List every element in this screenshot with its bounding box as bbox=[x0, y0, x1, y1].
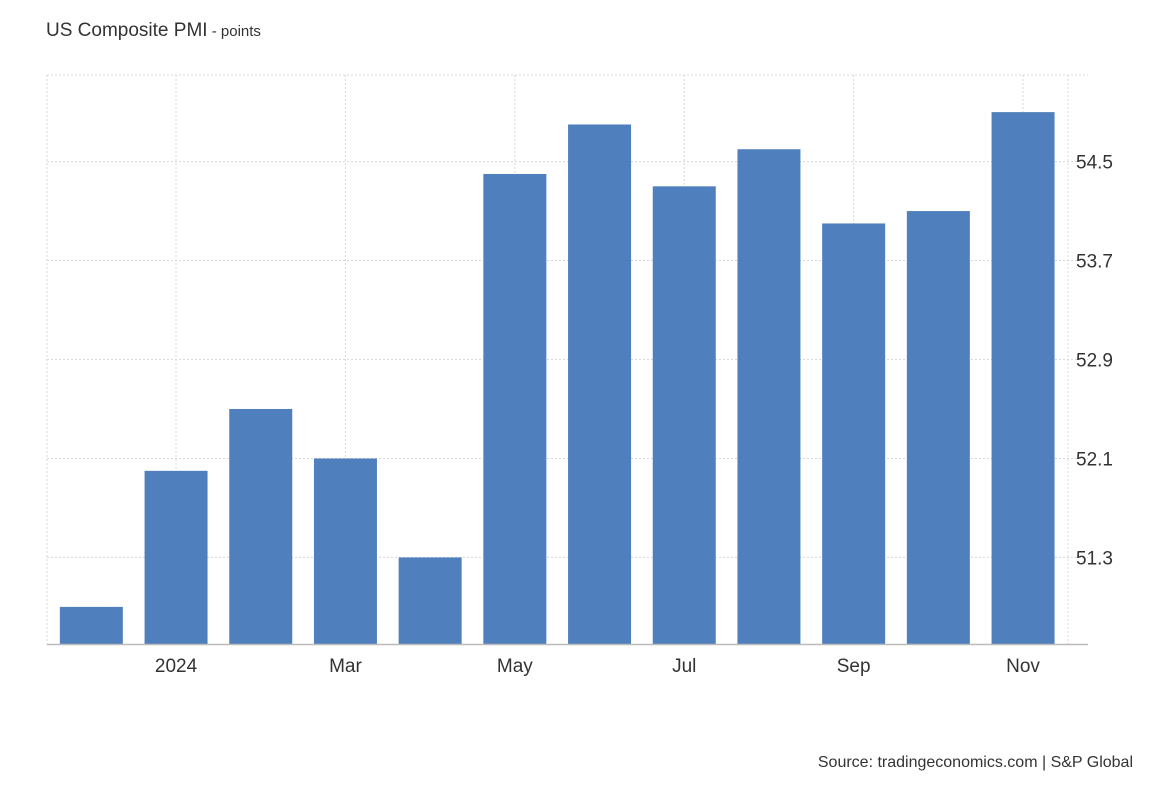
bar bbox=[483, 173, 547, 644]
y-axis-ticks: 51.3 52.1 52.9 53.7 54.5 bbox=[1076, 153, 1113, 570]
bar bbox=[906, 211, 970, 644]
bar bbox=[144, 470, 208, 644]
bar bbox=[991, 112, 1055, 644]
bar bbox=[822, 223, 886, 644]
x-tick-label: May bbox=[497, 656, 533, 677]
y-tick-label: 52.9 bbox=[1076, 351, 1113, 372]
chart-title-block: US Composite PMI - points bbox=[46, 20, 261, 42]
bars-group bbox=[59, 112, 1055, 644]
y-tick-label: 52.1 bbox=[1076, 449, 1113, 470]
x-tick-label: Sep bbox=[837, 656, 871, 677]
source-credit: Source: tradingeconomics.com | S&P Globa… bbox=[817, 754, 1133, 771]
bar bbox=[737, 149, 801, 644]
x-tick-label: Nov bbox=[1006, 656, 1040, 677]
x-tick-label: Jul bbox=[672, 656, 696, 677]
bar-chart: 51.3 52.1 52.9 53.7 54.5 2024 Mar May Jul Sep Nov bbox=[46, 74, 1113, 677]
bar bbox=[398, 557, 462, 644]
x-axis-ticks: 2024 Mar May Jul Sep Nov bbox=[155, 656, 1041, 677]
chart-subtitle: points bbox=[220, 23, 261, 40]
bar bbox=[313, 458, 377, 644]
bar bbox=[568, 124, 632, 644]
y-tick-label: 54.5 bbox=[1076, 153, 1113, 174]
chart-subtitle-sep: - bbox=[207, 23, 221, 40]
chart-title: US Composite PMI bbox=[46, 20, 208, 41]
x-tick-label: 2024 bbox=[155, 656, 198, 677]
bar bbox=[59, 606, 123, 644]
bar bbox=[229, 408, 293, 644]
bar bbox=[652, 186, 716, 644]
y-tick-label: 51.3 bbox=[1076, 548, 1113, 569]
y-tick-label: 53.7 bbox=[1076, 252, 1113, 273]
x-tick-label: Mar bbox=[329, 656, 362, 677]
